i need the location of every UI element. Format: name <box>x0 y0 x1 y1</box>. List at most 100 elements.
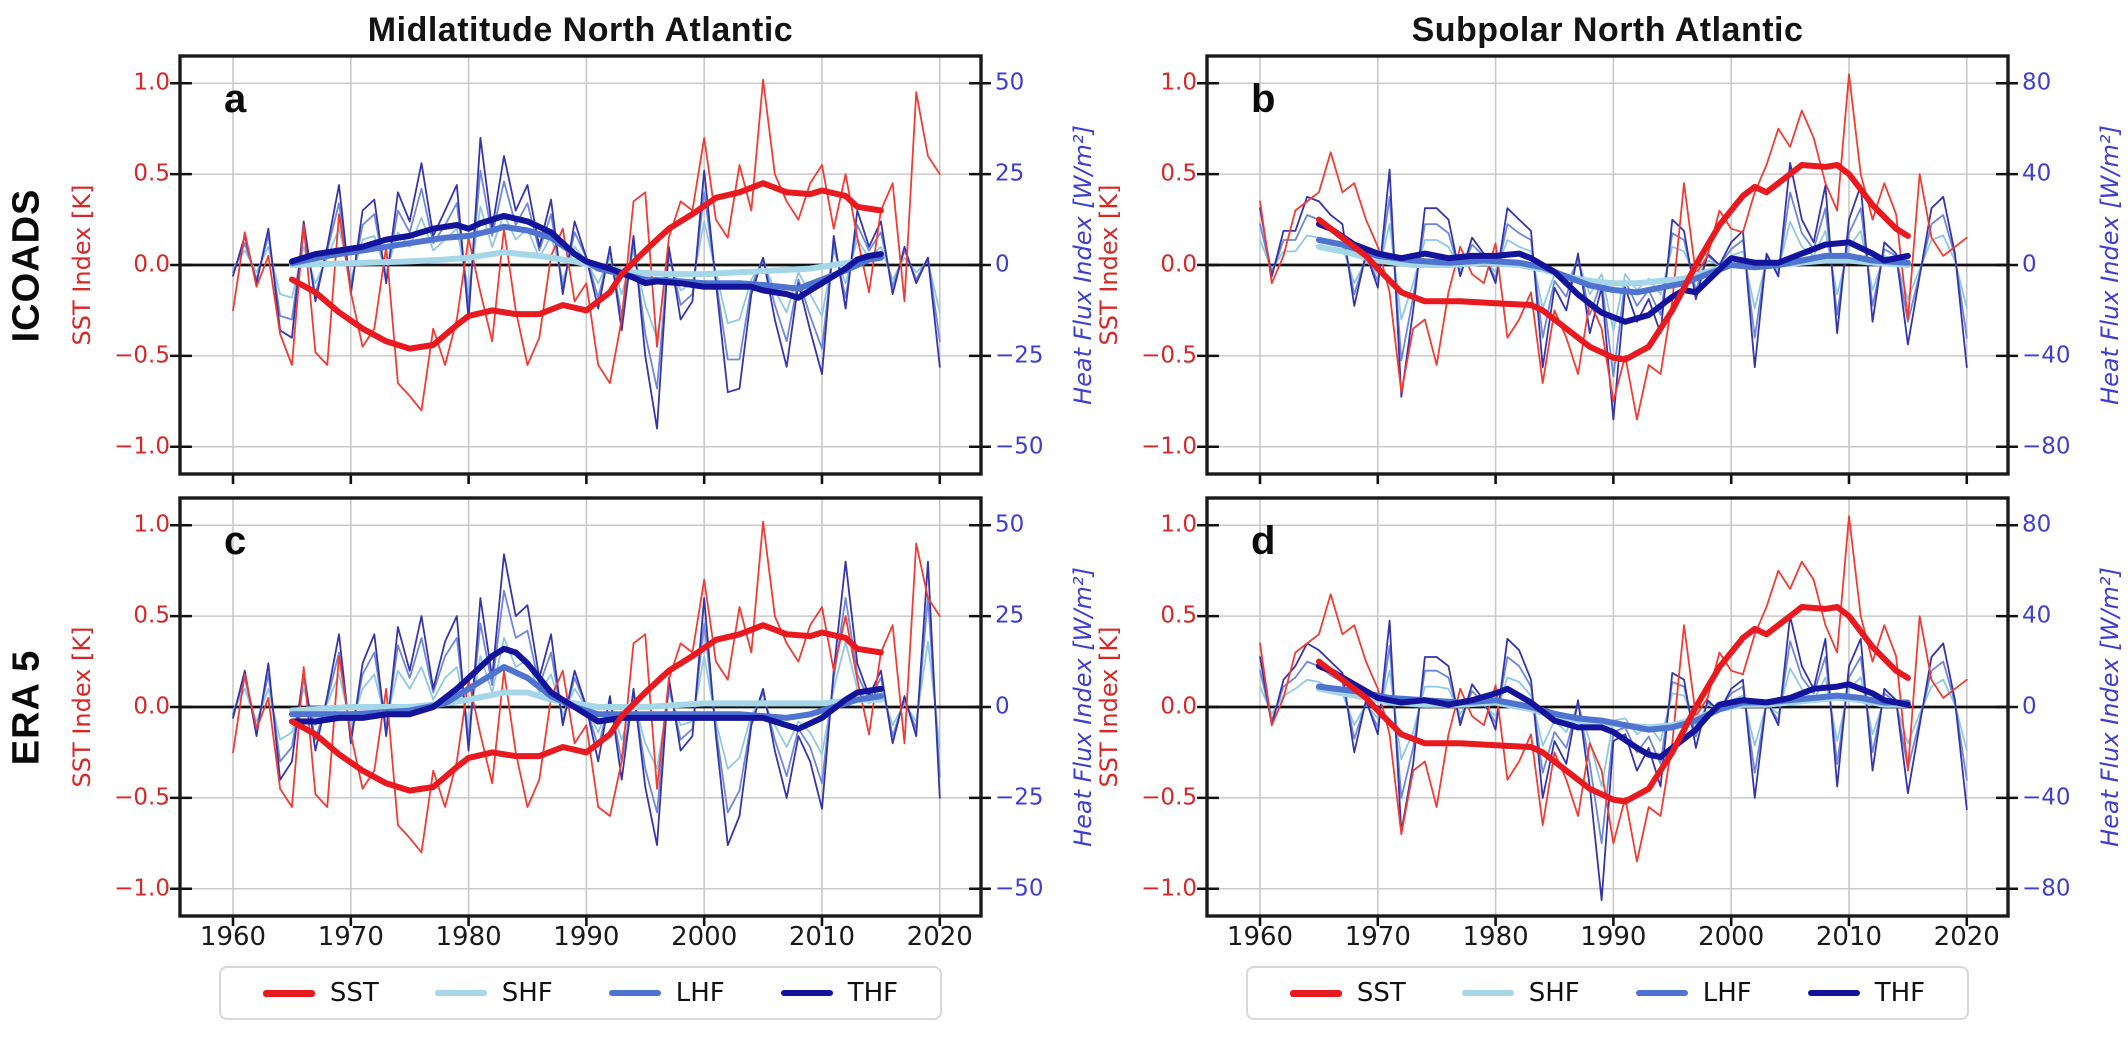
sst-axis-title: SST Index [K] <box>68 184 96 346</box>
panel-letter-b: b <box>1251 76 1276 121</box>
plot-frame <box>178 496 983 918</box>
x-tick-label: 2000 <box>671 922 738 952</box>
x-tick-label: 2010 <box>788 922 856 952</box>
shf-annual-line <box>1259 220 1968 332</box>
flux-tick-label: −40 <box>2022 342 2071 369</box>
legend-item-lhf: LHF <box>608 978 725 1008</box>
panel-a: SST Index [K] 1.0 0.5 0.0 −0.5 −1.0 a Heat Flux… <box>68 54 1097 484</box>
flux-tick-label: −50 <box>995 433 1044 460</box>
column-midlatitude: Midlatitude North Atlantic SST Index [K]… <box>68 8 1097 1041</box>
right-axis-gutter: Heat Flux Index [W/m²] 80 40 0 −40 −80 <box>2008 56 2124 474</box>
flux-tick-label: 40 <box>2022 160 2052 187</box>
legend-item-lhf: LHF <box>1635 978 1752 1008</box>
legend-item-sst: SST <box>262 978 379 1008</box>
legend-swatch-shf <box>434 990 487 996</box>
plot-svg-a <box>170 54 991 484</box>
sst-tick-label: −0.5 <box>114 784 170 811</box>
thf-smoothed-line <box>288 212 884 301</box>
sst-tick-label: 0.0 <box>133 693 170 720</box>
plot-area-a: a <box>170 54 991 484</box>
right-axis-gutter: Heat Flux Index [W/m²] 50 25 0 −25 −50 <box>981 56 1097 474</box>
thf-annual-line <box>1259 615 1968 902</box>
sst-tick-label: −0.5 <box>1141 784 1197 811</box>
sst-tick-label: 0.5 <box>133 602 170 629</box>
sst-tick-label: 1.0 <box>1160 69 1197 96</box>
flux-tick-label: 0 <box>995 693 1010 720</box>
x-tick-label: 1970 <box>317 922 384 952</box>
legend-item-thf: THF <box>1807 978 1926 1008</box>
sst-axis-title: SST Index [K] <box>1095 184 1123 346</box>
flux-tick-label: −40 <box>2022 784 2071 811</box>
legend-label-sst: SST <box>329 978 379 1008</box>
flux-tick-label: 0 <box>995 251 1010 278</box>
sst-tick-label: −0.5 <box>114 342 170 369</box>
plot-svg-d <box>1197 496 2018 926</box>
panel-letter-d: d <box>1251 518 1276 563</box>
right-axis-gutter: Heat Flux Index [W/m²] 80 40 0 −40 −80 <box>2008 498 2124 916</box>
plot-area-d: d <box>1197 496 2018 926</box>
right-axis-gutter: Heat Flux Index [W/m²] 50 25 0 −25 −50 <box>981 498 1097 916</box>
sst-annual-line <box>1259 515 1968 863</box>
sst-annual-line <box>232 520 941 854</box>
flux-tick-label: 25 <box>995 602 1025 629</box>
legend-swatch-lhf <box>608 990 661 996</box>
panel-letter-c: c <box>224 518 247 563</box>
x-tick-label: 2000 <box>1698 922 1765 952</box>
legend-row-subpolar: SST SHF LHF THF <box>1207 966 2008 1020</box>
x-tick-label: 1980 <box>435 922 502 952</box>
x-tick-label: 1980 <box>1462 922 1529 952</box>
sst-tick-label: 0.5 <box>133 160 170 187</box>
sst-tick-label: 0.0 <box>1160 251 1197 278</box>
panel-d: SST Index [K] 1.0 0.5 0.0 −0.5 −1.0 d Heat Flux… <box>1095 496 2124 926</box>
heat-flux-axis-title: Heat Flux Index [W/m²] <box>1069 125 1097 405</box>
column-title-subpolar: Subpolar North Atlantic <box>1411 11 1804 49</box>
sst-tick-label: 0.5 <box>1160 160 1197 187</box>
left-axis-gutter: SST Index [K] 1.0 0.5 0.0 −0.5 −1.0 <box>68 56 180 474</box>
sst-tick-label: 1.0 <box>133 511 170 538</box>
plot-area-c: c <box>170 496 991 926</box>
sst-tick-label: −1.0 <box>114 875 170 902</box>
sst-smoothed-line <box>1315 604 1911 805</box>
flux-tick-label: 0 <box>2022 693 2037 720</box>
x-axis-labels-subpolar: 1960 1970 1980 1990 2000 2010 2020 <box>1207 918 2008 958</box>
thf-smoothed-line <box>1315 663 1911 760</box>
thf-annual-line <box>1259 161 1968 421</box>
row-label-icoads-text: ICOADS <box>5 188 48 342</box>
flux-tick-label: 50 <box>995 69 1025 96</box>
x-tick-label: 1970 <box>1344 922 1411 952</box>
sst-smoothed-line <box>1315 162 1911 363</box>
legend-swatch-shf <box>1461 990 1514 996</box>
sst-tick-label: −0.5 <box>1141 342 1197 369</box>
legend-box-midlatitude: SST SHF LHF THF <box>218 966 943 1020</box>
heat-flux-axis-title: Heat Flux Index [W/m²] <box>2096 567 2124 847</box>
left-axis-gutter: SST Index [K] 1.0 0.5 0.0 −0.5 −1.0 <box>68 498 180 916</box>
sst-annual-line <box>232 78 941 412</box>
sst-tick-label: −1.0 <box>114 433 170 460</box>
legend-label-shf: SHF <box>501 978 553 1008</box>
flux-tick-label: 50 <box>995 511 1025 538</box>
sst-smoothed-line <box>288 622 884 794</box>
flux-tick-label: 40 <box>2022 602 2052 629</box>
sst-tick-label: −1.0 <box>1141 433 1197 460</box>
plot-svg-b <box>1197 54 2018 484</box>
x-tick-label: 2010 <box>1815 922 1883 952</box>
row-label-icoads: ICOADS <box>0 56 54 474</box>
sst-tick-label: 0.5 <box>1160 602 1197 629</box>
legend-swatch-sst <box>1289 989 1342 997</box>
plot-frame <box>178 54 983 476</box>
sst-axis-title: SST Index [K] <box>1095 626 1123 788</box>
sst-tick-label: 0.0 <box>133 251 170 278</box>
panel-b: SST Index [K] 1.0 0.5 0.0 −0.5 −1.0 b Heat Flux… <box>1095 54 2124 484</box>
legend-label-thf: THF <box>1874 978 1926 1008</box>
legend-swatch-thf <box>780 990 833 996</box>
sst-annual-line <box>1259 73 1968 421</box>
legend-item-shf: SHF <box>1461 978 1580 1008</box>
legend-swatch-sst <box>262 989 315 997</box>
thf-smoothed-line <box>1315 221 1911 325</box>
flux-tick-label: −25 <box>995 342 1044 369</box>
plot-svg-c <box>170 496 991 926</box>
flux-tick-label: 80 <box>2022 511 2052 538</box>
row-label-era5: ERA 5 <box>0 498 54 916</box>
heat-flux-axis-title: Heat Flux Index [W/m²] <box>1069 567 1097 847</box>
